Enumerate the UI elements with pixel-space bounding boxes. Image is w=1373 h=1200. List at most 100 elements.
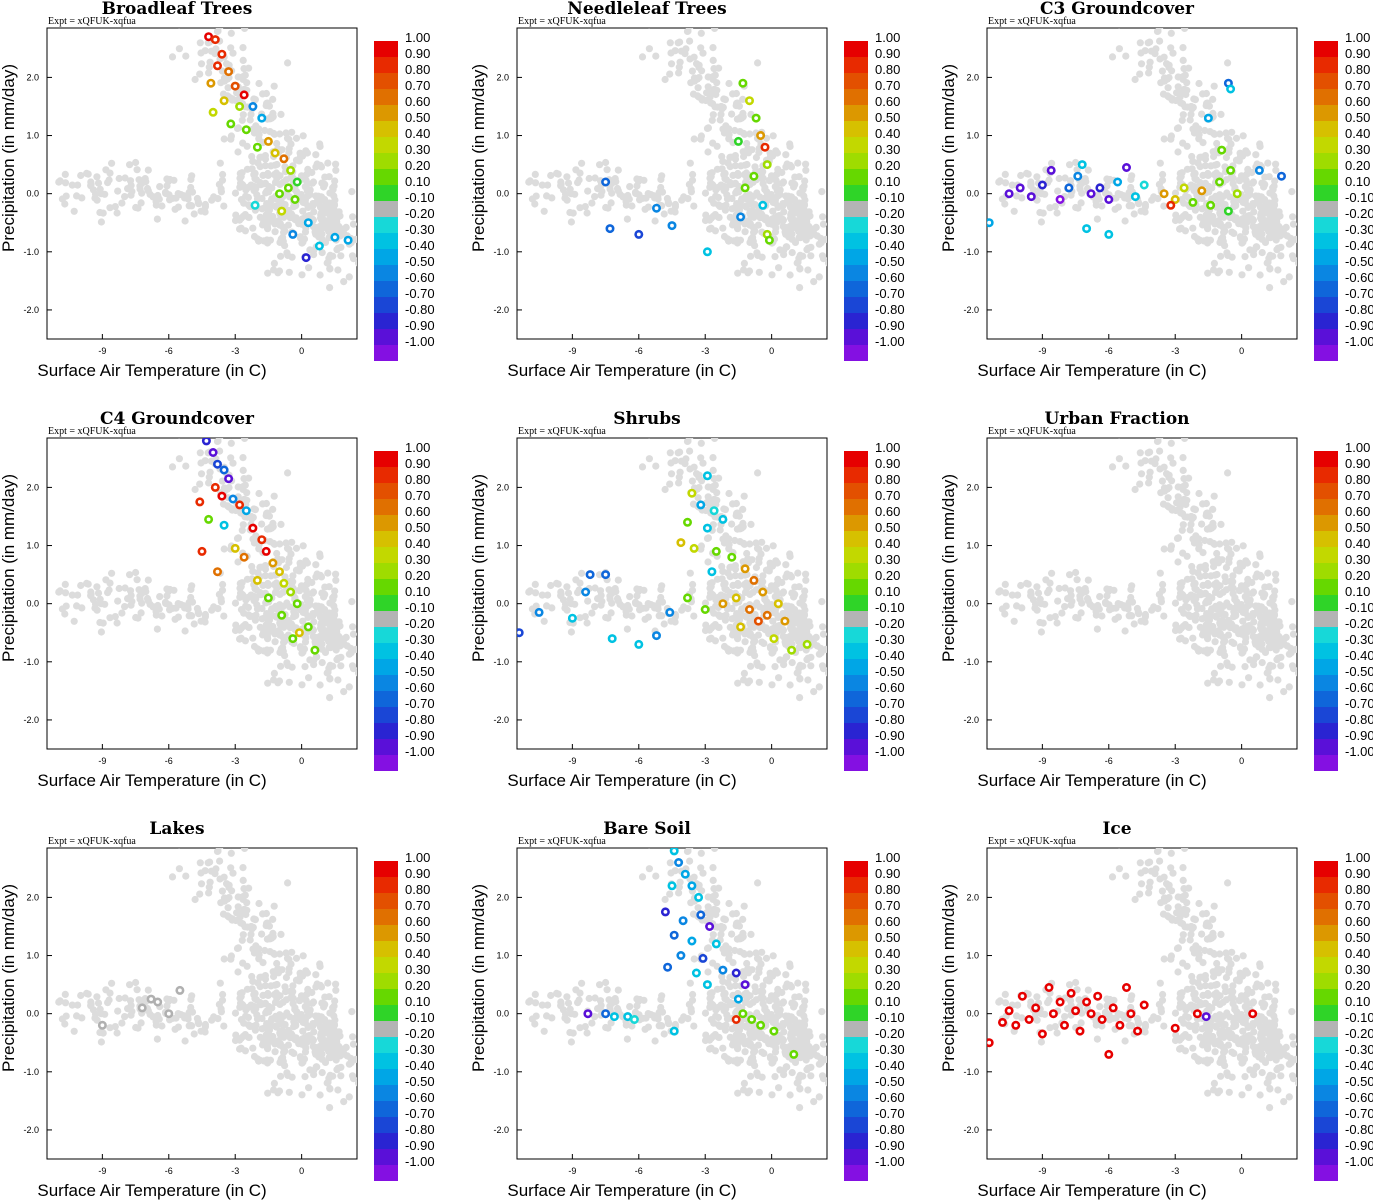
background-point	[636, 606, 644, 614]
x-tick-label: -6	[165, 756, 173, 766]
background-point	[239, 139, 247, 147]
background-point	[1252, 151, 1260, 159]
background-point	[137, 1019, 145, 1027]
background-point	[127, 591, 135, 600]
background-point	[1192, 611, 1200, 619]
background-point	[231, 626, 240, 635]
background-point	[640, 586, 648, 594]
background-point	[241, 637, 249, 645]
x-tick-label: 0	[769, 346, 774, 356]
y-tick-label: 0.0	[496, 189, 509, 199]
background-point	[1265, 644, 1273, 652]
background-point	[562, 600, 570, 608]
colorbar-swatch	[1314, 73, 1338, 89]
background-point	[193, 604, 201, 613]
y-tick-label: 2.0	[496, 72, 509, 82]
background-point	[1189, 224, 1197, 232]
background-point	[1243, 170, 1251, 178]
background-point	[234, 148, 242, 156]
background-point	[744, 149, 753, 157]
background-point	[1177, 582, 1185, 591]
background-point	[684, 195, 692, 203]
colorbar-swatch	[844, 563, 868, 579]
background-point	[220, 545, 228, 553]
background-point	[667, 60, 676, 68]
background-point	[1104, 177, 1113, 185]
colorbar-swatch	[374, 57, 398, 73]
background-point	[1127, 175, 1135, 183]
background-point	[223, 895, 231, 903]
data-point	[314, 241, 324, 251]
background-point	[819, 213, 827, 221]
background-point	[218, 887, 226, 895]
background-point	[1216, 582, 1224, 590]
background-point	[1067, 191, 1075, 199]
background-point	[239, 521, 247, 529]
background-point	[213, 438, 222, 445]
background-point	[204, 39, 212, 47]
background-point	[652, 52, 660, 60]
background-point	[799, 594, 807, 602]
colorbar-label: 0.50	[1345, 110, 1370, 125]
colorbar-label: -0.90	[875, 318, 905, 333]
background-point	[205, 473, 213, 481]
background-point	[1269, 634, 1277, 642]
background-point	[768, 649, 776, 657]
background-point	[1137, 49, 1145, 57]
data-point	[204, 32, 214, 42]
background-point	[168, 53, 177, 61]
background-point	[238, 180, 246, 189]
x-tick-label: -6	[1105, 756, 1113, 766]
background-point	[666, 480, 674, 488]
background-point	[623, 625, 632, 633]
y-tick-label: 0.0	[966, 599, 979, 609]
panel-title: Shrubs	[613, 409, 680, 429]
background-point	[133, 986, 141, 994]
background-point	[286, 1013, 294, 1021]
background-point	[779, 222, 787, 230]
data-point	[201, 438, 211, 446]
background-point	[694, 84, 702, 92]
data-point	[1215, 177, 1225, 187]
background-point	[326, 265, 334, 273]
background-point	[791, 209, 799, 217]
colorbar-label: -0.20	[875, 206, 905, 221]
background-point	[726, 163, 734, 171]
background-point	[769, 207, 777, 215]
background-point	[158, 202, 166, 210]
background-point	[712, 192, 720, 200]
data-point	[581, 587, 591, 597]
background-point	[191, 75, 199, 84]
background-point	[166, 196, 174, 204]
data-point	[197, 546, 207, 556]
data-point	[277, 610, 287, 620]
background-point	[996, 587, 1004, 595]
background-point	[276, 130, 284, 138]
background-point	[223, 75, 231, 83]
background-point	[548, 604, 556, 612]
background-point	[181, 1014, 189, 1022]
background-point	[1127, 585, 1135, 594]
background-point	[287, 140, 295, 148]
background-point	[1256, 550, 1264, 558]
background-point	[225, 881, 233, 889]
background-point	[1270, 192, 1278, 200]
background-point	[739, 109, 747, 117]
data-point	[213, 61, 223, 71]
background-point	[1250, 208, 1258, 216]
background-point	[182, 462, 190, 470]
colorbar-label: 0.90	[1345, 46, 1370, 61]
background-point	[1167, 454, 1175, 462]
colorbar: 1.000.900.800.700.600.500.400.300.200.10…	[844, 440, 905, 771]
background-point	[739, 95, 747, 103]
background-point	[274, 679, 282, 687]
background-point	[819, 630, 827, 638]
background-point	[1222, 586, 1230, 594]
background-point	[807, 252, 815, 260]
background-point	[1254, 192, 1262, 200]
background-point	[720, 505, 728, 513]
background-point	[791, 619, 799, 627]
background-point	[250, 232, 259, 241]
background-point	[1203, 236, 1211, 244]
background-point	[729, 631, 737, 639]
